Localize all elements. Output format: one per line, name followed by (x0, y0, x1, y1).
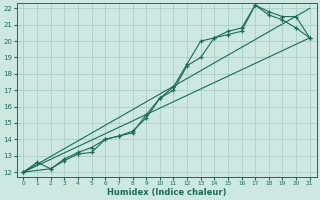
X-axis label: Humidex (Indice chaleur): Humidex (Indice chaleur) (107, 188, 226, 197)
